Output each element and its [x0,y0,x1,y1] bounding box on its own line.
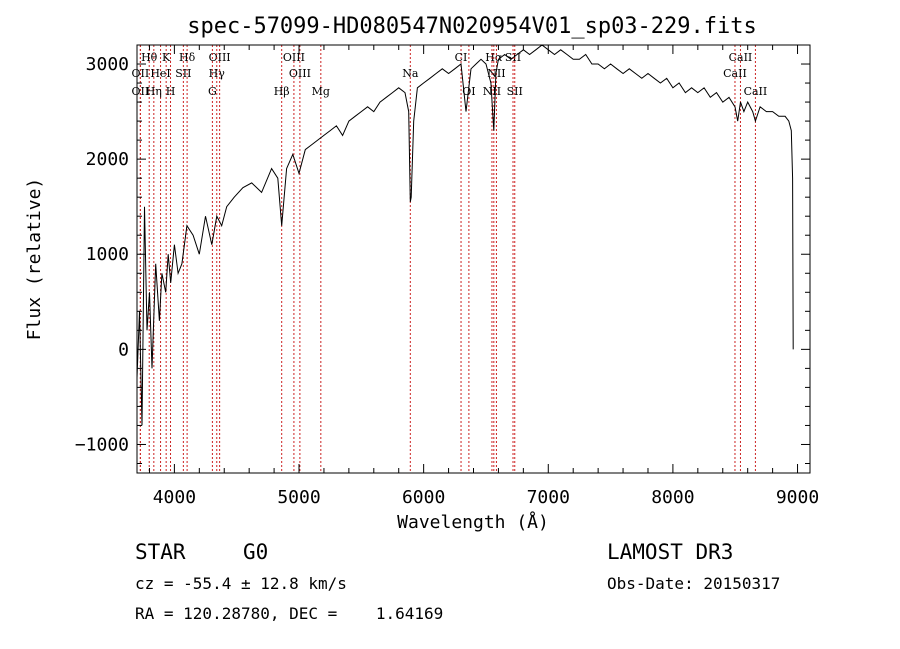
y-tick-label: 3000 [86,54,129,75]
plot-frame [136,44,811,474]
x-tick-label: 6000 [402,487,445,508]
spectral-line-label: H [166,85,176,98]
spectral-line-label: OII [132,85,150,98]
spectral-line-label: Na [402,67,419,80]
x-axis-label: Wavelength (Å) [397,511,549,533]
x-tick-label: 5000 [277,487,320,508]
spectral-line-label: OIII [209,51,231,64]
y-axis-label: Flux (relative) [24,178,45,341]
chart-title: spec-57099-HD080547N020954V01_sp03-229.f… [187,14,757,39]
observation-date: Obs-Date: 20150317 [607,574,781,593]
y-tick-label: 0 [118,339,129,360]
spectral-line-label: SII [175,67,191,80]
survey-name: LAMOST DR3 [607,540,734,564]
spectral-line-label: Hγ [209,67,226,80]
spectral-line-label: CaII [723,67,747,80]
y-tick-label: −1000 [75,434,129,455]
x-tick-label: 4000 [153,487,196,508]
spectral-line-label: Hη [146,85,162,98]
y-tick-label: 2000 [86,149,129,170]
x-tick-label: 8000 [651,487,694,508]
spectral-line-label: Hθ [141,51,158,64]
x-tick-label: 9000 [776,487,819,508]
object-subclass: G0 [243,540,269,564]
spectral-line-label: Mg [312,85,330,98]
spectral-line-label: Hβ [274,85,290,98]
spectral-line-label: OIII [283,51,305,64]
y-tick-label: 1000 [86,244,129,265]
coordinates: RA = 120.28780, DEC = 1.64169 [135,604,444,623]
redshift-velocity: cz = -55.4 ± 12.8 km/s [135,574,347,593]
x-tick-label: 7000 [527,487,570,508]
spectral-line-label: CI [455,51,468,64]
spectral-line-label: SII [507,85,523,98]
flux-series-line [136,44,794,426]
spectral-line-label: OI [462,85,475,98]
spectral-line-label: CaII [729,51,753,64]
spectral-line-label: HeI [150,67,170,80]
spectral-line-label: Hδ [179,51,196,64]
spectral-line-label: G [208,85,217,98]
spectral-line-label: OIII [289,67,311,80]
spectral-line-label: K [162,51,171,64]
object-class: STAR [135,540,186,564]
spectral-line-label: CaII [744,85,768,98]
spectral-line-label: NII [483,85,501,98]
